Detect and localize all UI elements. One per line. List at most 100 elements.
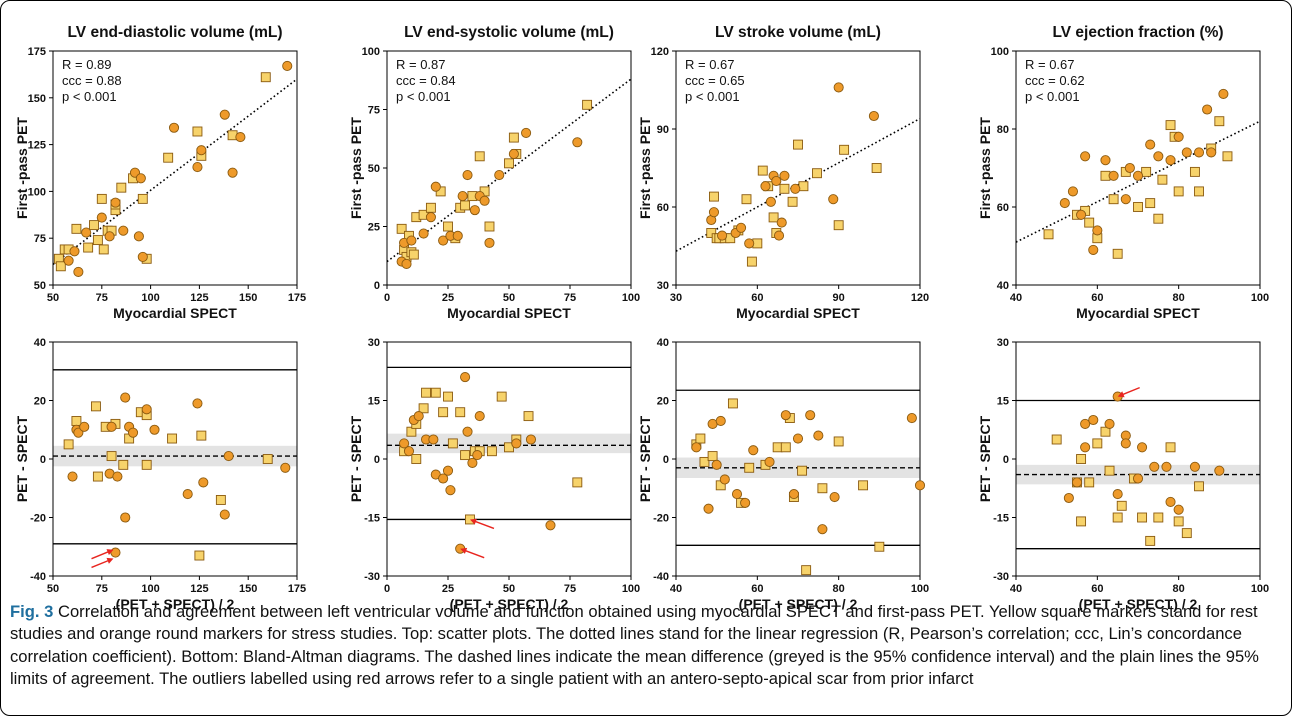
rest-study-marker <box>699 456 710 467</box>
rest-study-marker <box>55 261 66 272</box>
stress-study-marker <box>572 137 583 148</box>
rest-study-marker <box>443 391 453 402</box>
chart-2: LV end-systolic volume (mL) 0 25 50 75 100 0 25… <box>348 24 640 321</box>
stress-study-marker <box>508 148 519 160</box>
stress-study-marker <box>511 438 522 449</box>
stress-study-marker <box>81 227 92 238</box>
stress-study-marker <box>472 450 483 461</box>
x-tick-label: 60 <box>751 583 763 595</box>
x-tick-label: 100 <box>622 583 640 595</box>
stress-study-marker <box>740 497 751 508</box>
plot-frame <box>52 50 298 286</box>
y-axis-label: PET - SPECT <box>977 415 993 502</box>
stress-study-marker <box>1071 477 1083 488</box>
x-tick-label: 100 <box>1251 292 1269 304</box>
plot-frame <box>1015 341 1261 577</box>
stress-study-marker <box>776 217 787 228</box>
x-tick-label: 100 <box>141 292 159 304</box>
rest-study-marker <box>801 565 812 576</box>
rest-study-marker <box>858 480 869 491</box>
y-tick-label: 40 <box>997 280 1009 292</box>
stress-study-marker <box>399 438 410 449</box>
stress-study-marker <box>1132 170 1144 181</box>
rest-study-marker <box>839 144 850 155</box>
stress-study-marker <box>828 194 839 205</box>
stress-study-marker <box>1092 225 1103 236</box>
stress-study-marker <box>790 183 801 194</box>
outlier-arrow-head <box>460 547 468 554</box>
rest-study-marker <box>787 196 798 207</box>
stress-study-marker <box>711 459 722 470</box>
x-tick-label: 75 <box>564 583 576 595</box>
rest-study-marker <box>793 139 803 150</box>
x-tick-label: 150 <box>239 583 257 595</box>
y-tick-label: -40 <box>30 571 46 583</box>
rest-study-marker <box>1173 516 1184 527</box>
stress-study-marker <box>1067 186 1078 197</box>
stress-study-marker <box>1181 147 1192 158</box>
y-axis-label: PET - SPECT <box>14 415 30 502</box>
x-tick-label: 100 <box>622 292 640 304</box>
rest-study-marker <box>741 194 752 205</box>
stress-study-marker <box>406 235 417 246</box>
x-axis-label: Myocardial SPECT <box>113 305 237 321</box>
x-tick-label: 40 <box>670 583 682 595</box>
stress-study-marker <box>1088 244 1099 255</box>
x-tick-label: 80 <box>1173 292 1185 304</box>
rest-study-marker <box>833 220 844 231</box>
stress-study-marker <box>545 520 556 531</box>
stress-study-marker <box>474 411 485 422</box>
figure-label: Fig. 3 <box>10 602 54 621</box>
outlier-arrow-head <box>106 549 114 555</box>
stress-study-marker <box>792 433 804 444</box>
stress-study-marker <box>401 258 412 269</box>
stress-study-marker <box>1120 438 1131 449</box>
stats-line-3: p < 0.001 <box>396 89 451 104</box>
stress-study-marker <box>438 235 449 246</box>
x-tick-label: 50 <box>47 292 59 304</box>
rest-study-marker <box>411 454 422 464</box>
rest-study-marker <box>1153 512 1164 523</box>
y-tick-label: 0 <box>374 454 380 466</box>
y-axis-label: PET - SPECT <box>348 415 364 502</box>
rest-study-marker <box>746 256 757 267</box>
stress-study-marker <box>805 410 816 421</box>
stress-study-marker <box>137 251 148 262</box>
rest-study-marker <box>116 182 127 193</box>
rest-study-marker <box>71 223 82 234</box>
x-tick-label: 100 <box>911 583 929 595</box>
rest-study-marker <box>744 462 755 473</box>
x-tick-label: 175 <box>288 583 306 595</box>
stress-study-marker <box>280 462 291 473</box>
stress-study-marker <box>1165 155 1176 166</box>
x-tick-label: 60 <box>1091 292 1103 304</box>
y-tick-label: -30 <box>993 571 1009 583</box>
stress-study-marker <box>73 266 84 277</box>
stress-study-marker <box>63 255 74 266</box>
x-axis-label: (PET + SPECT) / 2 <box>450 596 569 612</box>
stress-study-marker <box>79 421 90 432</box>
outlier-arrow-head <box>470 518 477 525</box>
stress-study-marker <box>462 169 473 181</box>
stress-study-marker <box>771 175 782 187</box>
rest-study-marker <box>1214 116 1225 127</box>
rest-study-marker <box>1173 186 1184 197</box>
rest-study-marker <box>1165 442 1176 453</box>
stress-study-marker <box>1165 496 1176 507</box>
rest-study-marker <box>408 249 419 260</box>
y-axis-label: First -pass PET <box>637 117 653 219</box>
stress-study-marker <box>445 485 456 496</box>
x-tick-label: 125 <box>190 583 208 595</box>
stats-line-2: ccc = 0.65 <box>685 73 745 88</box>
stress-study-marker <box>452 230 463 241</box>
stress-study-marker <box>1206 147 1217 158</box>
rest-study-marker <box>504 158 514 169</box>
rest-study-marker <box>262 454 273 464</box>
rest-study-marker <box>1043 229 1054 240</box>
stress-study-marker <box>829 491 840 503</box>
stress-study-marker <box>460 372 471 383</box>
stats-line-2: ccc = 0.88 <box>62 73 122 88</box>
x-tick-label: 25 <box>442 292 454 304</box>
